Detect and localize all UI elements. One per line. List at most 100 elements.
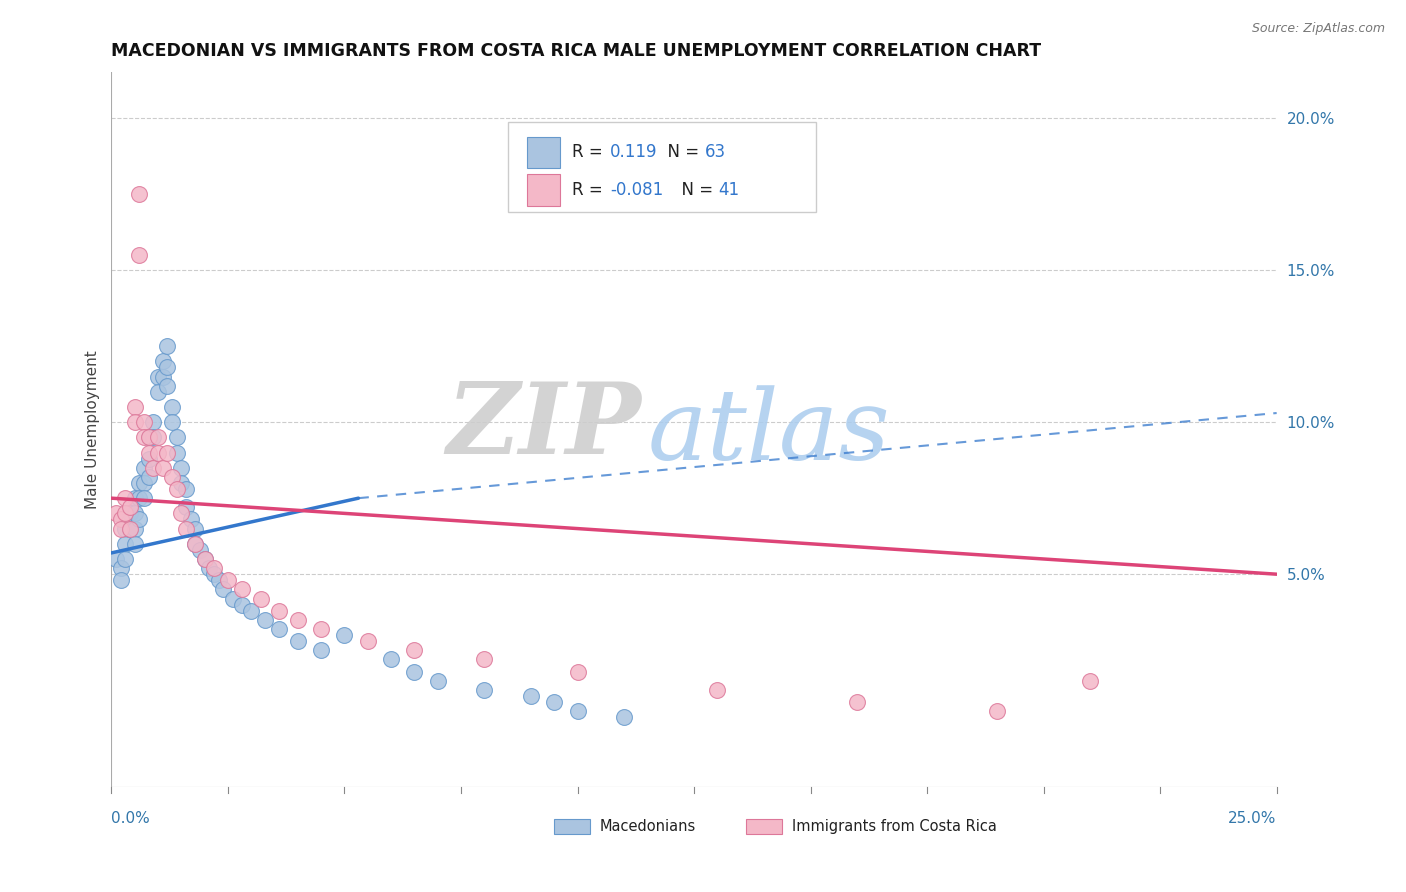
Point: [202, 567, 225, 582]
Point: [105, 507, 128, 521]
Point: [207, 574, 229, 588]
Point: [166, 430, 188, 444]
Point: [846, 695, 869, 709]
Point: [114, 537, 136, 551]
Point: [120, 500, 142, 515]
Point: [174, 482, 197, 496]
Point: [160, 400, 183, 414]
Point: [166, 482, 188, 496]
Point: [194, 552, 217, 566]
Point: [138, 470, 160, 484]
Point: [132, 430, 155, 444]
Point: [142, 415, 165, 429]
Point: [105, 552, 128, 566]
Point: [287, 634, 309, 648]
Point: [221, 591, 243, 606]
FancyBboxPatch shape: [527, 175, 560, 206]
Point: [128, 248, 150, 262]
Point: [217, 574, 239, 588]
Point: [426, 673, 449, 688]
Text: Macedonians: Macedonians: [599, 819, 696, 834]
Text: Source: ZipAtlas.com: Source: ZipAtlas.com: [1251, 22, 1385, 36]
Point: [152, 354, 174, 368]
Point: [146, 430, 169, 444]
Text: -0.081: -0.081: [610, 181, 664, 199]
Point: [110, 561, 132, 575]
Text: atlas: atlas: [647, 385, 890, 481]
Point: [174, 500, 197, 515]
Point: [166, 445, 188, 459]
Point: [128, 512, 150, 526]
Point: [110, 522, 132, 536]
Point: [309, 643, 332, 657]
Point: [472, 652, 495, 666]
Point: [120, 507, 142, 521]
Point: [142, 430, 165, 444]
Point: [110, 512, 132, 526]
Text: 0.0%: 0.0%: [111, 812, 150, 826]
FancyBboxPatch shape: [527, 136, 560, 168]
Point: [231, 598, 253, 612]
Point: [472, 682, 495, 697]
Point: [160, 470, 183, 484]
Point: [194, 552, 217, 566]
Point: [543, 695, 565, 709]
Point: [128, 491, 150, 505]
Point: [567, 665, 589, 679]
Point: [254, 613, 277, 627]
Point: [706, 682, 728, 697]
Point: [120, 522, 142, 536]
Text: Immigrants from Costa Rica: Immigrants from Costa Rica: [792, 819, 997, 834]
Point: [146, 384, 169, 399]
Point: [184, 522, 207, 536]
Point: [114, 552, 136, 566]
Text: R =: R =: [572, 144, 607, 161]
Point: [124, 522, 146, 536]
Point: [357, 634, 380, 648]
Point: [124, 491, 146, 505]
Point: [124, 537, 146, 551]
Point: [240, 604, 263, 618]
Point: [156, 339, 179, 353]
Point: [174, 522, 197, 536]
Point: [380, 652, 402, 666]
Point: [520, 689, 543, 703]
Point: [124, 415, 146, 429]
Point: [613, 710, 636, 724]
Point: [156, 378, 179, 392]
Point: [120, 522, 142, 536]
Y-axis label: Male Unemployment: Male Unemployment: [86, 351, 100, 509]
Point: [160, 415, 183, 429]
Point: [156, 445, 179, 459]
Text: N =: N =: [671, 181, 718, 199]
Point: [170, 475, 193, 490]
Point: [986, 704, 1008, 718]
Point: [124, 400, 146, 414]
Point: [152, 460, 174, 475]
Point: [124, 507, 146, 521]
Text: R =: R =: [572, 181, 607, 199]
Point: [170, 507, 193, 521]
Point: [567, 704, 589, 718]
Text: ZIP: ZIP: [447, 378, 641, 475]
Point: [188, 542, 211, 557]
Point: [138, 430, 160, 444]
FancyBboxPatch shape: [554, 819, 591, 834]
Point: [231, 582, 253, 597]
Point: [1078, 673, 1101, 688]
Point: [212, 582, 235, 597]
Point: [128, 475, 150, 490]
Point: [156, 360, 179, 375]
Text: 41: 41: [718, 181, 740, 199]
Point: [114, 522, 136, 536]
Point: [132, 491, 155, 505]
Text: MACEDONIAN VS IMMIGRANTS FROM COSTA RICA MALE UNEMPLOYMENT CORRELATION CHART: MACEDONIAN VS IMMIGRANTS FROM COSTA RICA…: [111, 42, 1042, 60]
Point: [180, 512, 202, 526]
Point: [114, 491, 136, 505]
Point: [132, 415, 155, 429]
Point: [404, 643, 426, 657]
Point: [138, 451, 160, 466]
FancyBboxPatch shape: [508, 122, 817, 211]
Point: [128, 187, 150, 202]
Point: [152, 369, 174, 384]
